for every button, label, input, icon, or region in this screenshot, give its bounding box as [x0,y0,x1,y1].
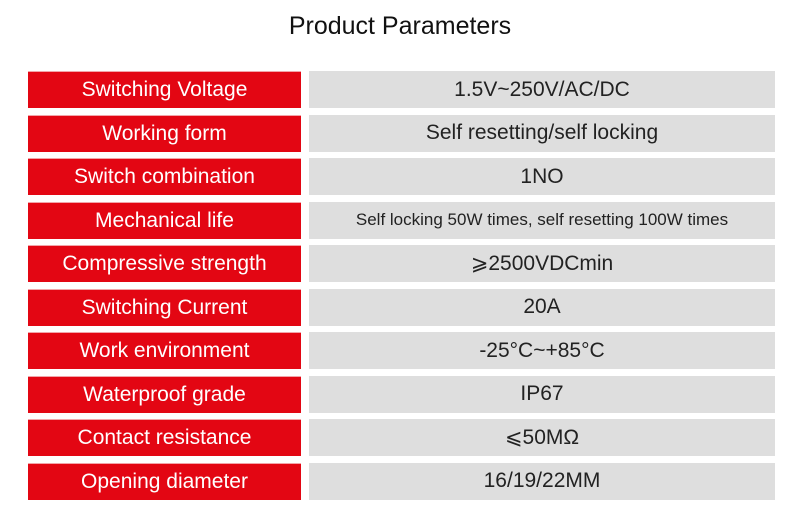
page-title: Product Parameters [288,12,512,40]
parameter-label: Compressive strength [28,245,301,282]
parameter-label: Switching Voltage [28,71,301,108]
table-row: Switching Voltage 1.5V~250V/AC/DC [28,71,775,108]
parameter-value: ⩾2500VDCmin [309,245,775,282]
table-row: Switch combination 1NO [28,158,775,195]
parameter-label: Working form [28,114,301,152]
parameter-label: Mechanical life [28,201,301,239]
table-row: Work environment -25°C~+85°C [28,332,775,369]
parameter-label: Switch combination [28,158,301,195]
parameter-value: ⩽50MΩ [309,419,775,456]
parameter-value: 16/19/22MM [309,462,775,500]
parameter-value: Self resetting/self locking [309,114,775,152]
table-row: Mechanical life Self locking 50W times, … [28,201,775,239]
parameter-label: Switching Current [28,288,301,326]
parameter-value: 20A [309,288,775,326]
table-row: Switching Current 20A [28,288,775,326]
table-row: Compressive strength ⩾2500VDCmin [28,245,775,282]
table-row: Opening diameter 16/19/22MM [28,462,775,500]
parameter-label: Waterproof grade [28,375,301,413]
parameter-label: Work environment [28,332,301,369]
parameter-value: 1NO [309,158,775,195]
table-row: Working form Self resetting/self locking [28,114,775,152]
parameter-label: Contact resistance [28,419,301,456]
table-row: Waterproof grade IP67 [28,375,775,413]
parameter-value: 1.5V~250V/AC/DC [309,71,775,108]
parameter-label: Opening diameter [28,462,301,500]
table-row: Contact resistance ⩽50MΩ [28,419,775,456]
parameters-table: Switching Voltage 1.5V~250V/AC/DC Workin… [28,71,775,506]
parameter-value: Self locking 50W times, self resetting 1… [309,201,775,239]
parameter-value: IP67 [309,375,775,413]
parameter-value: -25°C~+85°C [309,332,775,369]
